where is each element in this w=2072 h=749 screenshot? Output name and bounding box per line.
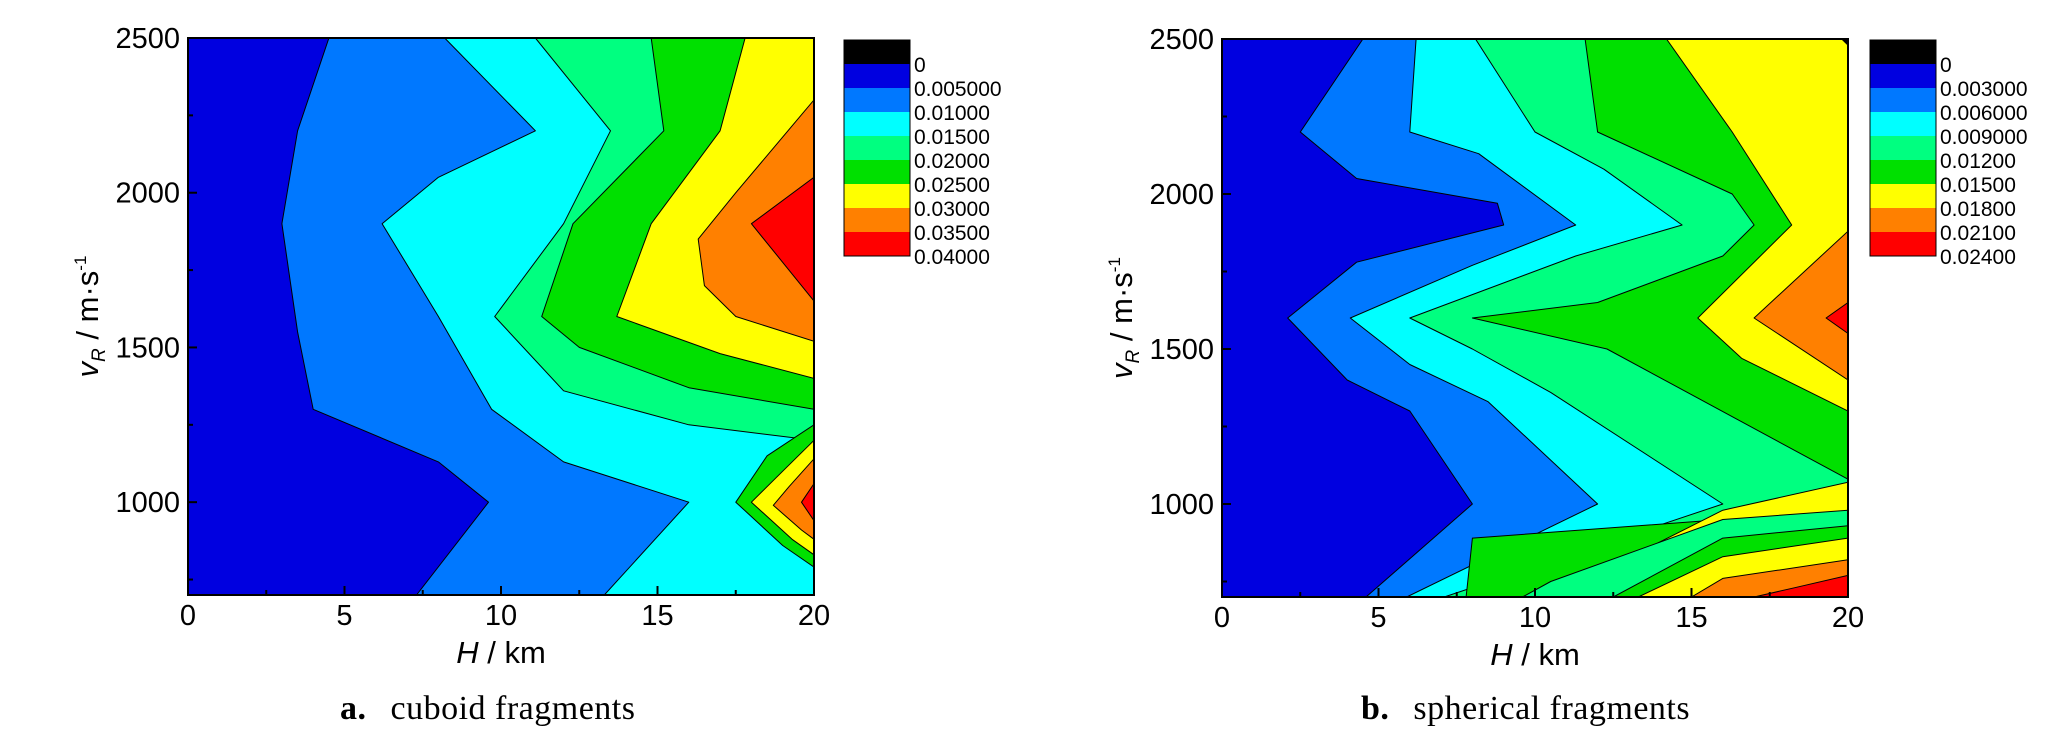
legend-swatch [844, 136, 910, 160]
legend-label: 0.02000 [914, 150, 990, 173]
legend-frame [843, 39, 911, 257]
legend-swatch [1870, 64, 1936, 88]
legend-swatch [844, 208, 910, 232]
caption-b: b. spherical fragments [1361, 690, 1690, 728]
contour-band-5 [1550, 39, 1848, 597]
panel-a: 0 5 10 15 20 1000 1500 2000 2500 H / km vR / m·s-1… [70, 23, 1002, 728]
contour-band-13 [1841, 39, 1848, 46]
contour-band-11 [801, 483, 814, 522]
legend-label: 0 [914, 54, 926, 77]
contour-band-10 [1753, 574, 1848, 597]
legend: 00.0030000.0060000.0090000.012000.015000… [1869, 39, 2028, 269]
x-axis-label: H / km [456, 635, 546, 670]
legend-swatch [844, 112, 910, 136]
y-axis-label: vR / m·s-1 [1104, 257, 1144, 379]
y-tick-label: 1500 [115, 332, 180, 364]
caption-b-text: spherical fragments [1413, 690, 1691, 727]
legend-swatch [844, 40, 910, 64]
legend-swatch [1870, 136, 1936, 160]
x-tick-label: 10 [485, 600, 517, 632]
y-tick-label: 2500 [115, 23, 180, 55]
legend-label: 0.03500 [914, 222, 990, 245]
y-tick-label: 1000 [115, 487, 180, 519]
contour-chart-b: 0 5 10 15 20 1000 1500 2000 2500 H / km vR / m·s-1… [1104, 24, 2028, 672]
legend-label: 0.009000 [1940, 126, 2028, 149]
x-tick-label: 15 [641, 600, 673, 632]
caption-a: a. cuboid fragments [340, 690, 636, 728]
y-tick-label: 2500 [1149, 24, 1214, 56]
x-tick-label: 5 [1370, 602, 1386, 634]
legend-label: 0.01800 [1940, 198, 2016, 221]
panel-b: 0 5 10 15 20 1000 1500 2000 2500 H / km vR / m·s-1… [1036, 0, 2072, 749]
contour-band-10 [772, 458, 814, 540]
legend-label: 0.03000 [914, 198, 990, 221]
legend-swatch [1870, 112, 1936, 136]
legend-label: 0.006000 [1940, 102, 2028, 125]
legend-swatch [844, 184, 910, 208]
legend-label: 0.01500 [1940, 174, 2016, 197]
legend-swatch [844, 232, 910, 256]
y-tick-label: 2000 [115, 178, 180, 210]
caption-a-text: cuboid fragments [390, 690, 636, 727]
y-tick-label: 1500 [1149, 334, 1214, 366]
legend-label: 0.01000 [914, 102, 990, 125]
legend-swatch [1870, 160, 1936, 184]
legend-swatch [844, 88, 910, 112]
x-tick-label: 0 [180, 600, 196, 632]
legend-label: 0.02500 [914, 174, 990, 197]
legend-label: 0.01500 [914, 126, 990, 149]
x-axis-label: H / km [1490, 637, 1580, 672]
x-tick-label: 10 [1519, 602, 1551, 634]
legend-label: 0.02400 [1940, 246, 2016, 269]
legend-swatch [1870, 232, 1936, 256]
contour-chart-a: 0 5 10 15 20 1000 1500 2000 2500 H / km vR / m·s-1… [70, 23, 1002, 670]
legend-swatch [844, 160, 910, 184]
legend-swatch [1870, 208, 1936, 232]
contour-bands [1222, 39, 1848, 597]
y-tick-label: 1000 [1149, 489, 1214, 521]
legend-label: 0.02100 [1940, 222, 2016, 245]
caption-a-letter: a. [340, 690, 367, 727]
legend-swatch [844, 64, 910, 88]
legend-swatch [1870, 88, 1936, 112]
legend-label: 0 [1940, 54, 1952, 77]
contour-band-4 [1465, 39, 1848, 597]
legend-label: 0.003000 [1940, 78, 2028, 101]
y-axis-label: vR / m·s-1 [70, 256, 110, 378]
x-tick-label: 5 [336, 600, 352, 632]
x-tick-label: 0 [1214, 602, 1230, 634]
contour-band-12 [1825, 302, 1848, 334]
y-tick-label: 2000 [1149, 179, 1214, 211]
legend-label: 0.04000 [914, 246, 990, 269]
caption-b-letter: b. [1361, 690, 1390, 727]
x-tick-label: 20 [1832, 602, 1864, 634]
x-tick-label: 20 [798, 600, 830, 632]
legend-label: 0.005000 [914, 78, 1002, 101]
legend-label: 0.01200 [1940, 150, 2016, 173]
legend-swatch [1870, 184, 1936, 208]
legend-frame [1869, 39, 1937, 257]
contour-bands [188, 38, 814, 595]
legend: 00.0050000.010000.015000.020000.025000.0… [843, 39, 1002, 269]
contour-band-7 [750, 176, 814, 302]
contour-band-11 [1753, 230, 1848, 381]
x-tick-label: 15 [1675, 602, 1707, 634]
legend-swatch [1870, 40, 1936, 64]
